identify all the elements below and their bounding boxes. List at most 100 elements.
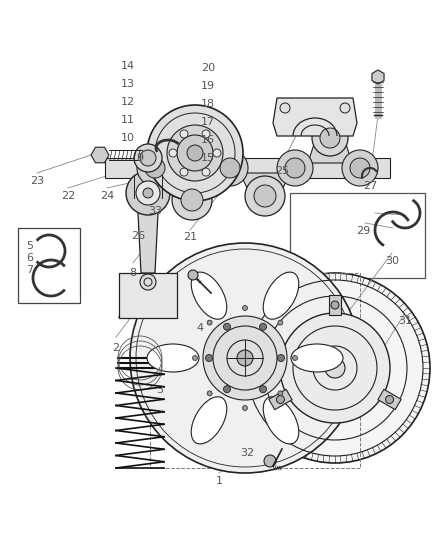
Circle shape [237, 350, 253, 366]
Text: 31: 31 [398, 316, 412, 326]
Polygon shape [105, 158, 390, 178]
Bar [18, 228, 80, 303]
Circle shape [188, 270, 198, 280]
Circle shape [167, 125, 223, 181]
Circle shape [177, 135, 213, 171]
Text: 26: 26 [131, 231, 145, 241]
Text: 8: 8 [130, 268, 137, 278]
Circle shape [320, 128, 340, 148]
Text: 30: 30 [385, 256, 399, 266]
Circle shape [187, 145, 203, 161]
Circle shape [169, 149, 177, 157]
Text: 27: 27 [363, 181, 377, 191]
Circle shape [240, 273, 430, 463]
Circle shape [385, 395, 394, 403]
Text: 29: 29 [356, 226, 370, 236]
Text: 25: 25 [275, 166, 289, 176]
Circle shape [213, 149, 221, 157]
Text: 19: 19 [201, 81, 215, 91]
Text: 32: 32 [240, 448, 254, 458]
Polygon shape [167, 173, 217, 192]
Circle shape [130, 243, 360, 473]
Text: 21: 21 [183, 232, 197, 242]
Circle shape [293, 356, 297, 360]
Circle shape [126, 171, 170, 215]
Bar [290, 193, 425, 278]
Text: 12: 12 [121, 97, 135, 107]
Circle shape [280, 103, 290, 113]
Circle shape [278, 391, 283, 396]
Polygon shape [119, 273, 177, 318]
Circle shape [147, 105, 243, 201]
Circle shape [203, 316, 287, 400]
Text: 24: 24 [100, 191, 114, 201]
Text: 7: 7 [26, 265, 34, 275]
Circle shape [340, 103, 350, 113]
Polygon shape [372, 70, 384, 84]
Text: 4: 4 [196, 323, 204, 333]
Circle shape [243, 406, 247, 410]
Polygon shape [240, 173, 290, 188]
Text: 33: 33 [148, 206, 162, 216]
Circle shape [180, 130, 188, 138]
Circle shape [264, 455, 276, 467]
Ellipse shape [191, 397, 227, 444]
Circle shape [140, 274, 156, 290]
Polygon shape [137, 193, 159, 273]
Circle shape [259, 324, 266, 330]
Polygon shape [91, 147, 109, 163]
Text: 22: 22 [61, 191, 75, 201]
Text: 13: 13 [121, 79, 135, 89]
Polygon shape [378, 389, 401, 410]
Circle shape [331, 301, 339, 309]
Ellipse shape [191, 272, 227, 319]
Circle shape [220, 158, 240, 178]
Circle shape [259, 386, 266, 393]
Text: 20: 20 [201, 63, 215, 73]
Ellipse shape [263, 272, 299, 319]
Circle shape [172, 180, 212, 220]
Polygon shape [308, 144, 352, 163]
Text: 15: 15 [201, 153, 215, 163]
Circle shape [202, 130, 210, 138]
Circle shape [207, 391, 212, 396]
Circle shape [223, 324, 230, 330]
Text: 1: 1 [215, 476, 223, 486]
Circle shape [143, 188, 153, 198]
Text: 2: 2 [113, 343, 120, 353]
Circle shape [205, 354, 212, 361]
Text: 16: 16 [201, 135, 215, 145]
Text: 10: 10 [121, 133, 135, 143]
Text: 3: 3 [156, 385, 163, 395]
Text: 5: 5 [27, 241, 33, 251]
Circle shape [278, 354, 285, 361]
Text: 11: 11 [121, 115, 135, 125]
Circle shape [278, 320, 283, 325]
Circle shape [280, 313, 390, 423]
Circle shape [325, 358, 345, 378]
Circle shape [134, 144, 162, 172]
Circle shape [350, 158, 370, 178]
Circle shape [285, 158, 305, 178]
Circle shape [243, 305, 247, 311]
Bar [150, 273, 360, 468]
Circle shape [254, 185, 276, 207]
Polygon shape [273, 98, 357, 136]
Text: 17: 17 [201, 117, 215, 127]
Circle shape [181, 189, 203, 211]
Polygon shape [329, 295, 341, 315]
Circle shape [140, 150, 156, 166]
Circle shape [137, 150, 173, 186]
Text: 23: 23 [30, 176, 44, 186]
Text: 9: 9 [137, 153, 144, 163]
Circle shape [207, 320, 212, 325]
Text: 6: 6 [27, 253, 33, 263]
Text: 18: 18 [201, 99, 215, 109]
Circle shape [212, 150, 248, 186]
Circle shape [277, 150, 313, 186]
Circle shape [223, 386, 230, 393]
Circle shape [342, 150, 378, 186]
Circle shape [202, 168, 210, 176]
Circle shape [312, 120, 348, 156]
Circle shape [145, 158, 165, 178]
